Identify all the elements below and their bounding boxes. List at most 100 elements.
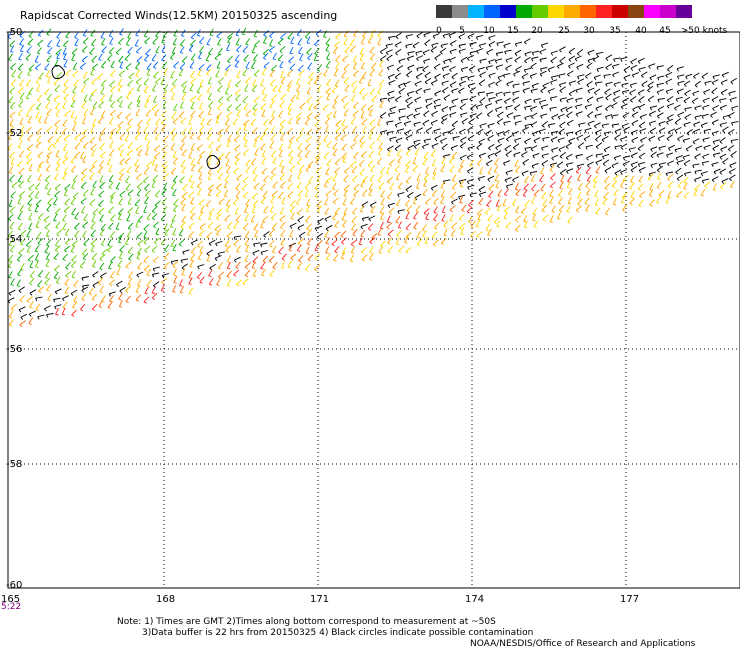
wind-barb [64, 198, 70, 205]
wind-barb-feather [621, 201, 625, 204]
wind-barb [595, 159, 603, 163]
wind-barb [62, 301, 68, 308]
wind-barb-feather [550, 52, 554, 56]
wind-barb [405, 199, 411, 206]
wind-barb-feather [179, 148, 183, 151]
wind-barb [710, 111, 717, 116]
wind-barb [594, 122, 601, 127]
wind-barb-feather [225, 210, 230, 213]
wind-barb-feather [568, 193, 572, 196]
wind-barb [485, 103, 493, 107]
wind-barb-feather [341, 124, 345, 127]
wind-barb-feather [351, 221, 355, 224]
wind-barb-feather [316, 141, 320, 144]
wind-barb-feather [110, 74, 114, 78]
wind-barb [74, 230, 80, 237]
wind-barb-feather [64, 194, 68, 197]
wind-barb-feather [235, 108, 239, 111]
wind-barb [110, 60, 115, 68]
wind-barb-feather [397, 187, 402, 190]
wind-barb-feather [217, 178, 222, 181]
wind-barb [404, 236, 409, 243]
wind-barb-feather [35, 67, 39, 71]
wind-barb-feather [504, 51, 507, 55]
wind-barb [55, 221, 61, 228]
wind-barb [376, 134, 382, 141]
wind-barb-feather [20, 50, 24, 53]
wind-barb-feather [125, 290, 129, 293]
wind-barb-feather [243, 108, 247, 111]
wind-barb-feather [236, 76, 240, 79]
wind-barb [467, 178, 474, 183]
wind-barb [297, 38, 303, 45]
wind-barb [541, 160, 549, 165]
wind-barb [575, 104, 583, 107]
wind-barb-feather [73, 196, 77, 200]
wind-barb [396, 230, 402, 236]
wind-barb-feather [279, 219, 283, 222]
wind-barb-feather [370, 58, 374, 61]
wind-barb-feather [297, 162, 301, 165]
wind-barb [541, 145, 549, 149]
wind-barb [25, 53, 32, 60]
wind-barb-feather [19, 300, 23, 303]
wind-barb [485, 65, 494, 68]
wind-barb [638, 96, 645, 101]
wind-barb [8, 319, 15, 326]
wind-barb [173, 61, 180, 67]
wind-barb-feather [585, 172, 589, 175]
wind-barb-feather [353, 68, 357, 70]
wind-barb-feather [711, 99, 715, 103]
wind-barb [306, 198, 311, 206]
wind-barb-feather [207, 226, 211, 229]
wind-barb-feather [125, 300, 129, 304]
wind-barb-feather [161, 165, 166, 168]
wind-barb [533, 137, 541, 142]
wind-barb-feather [10, 284, 14, 286]
wind-barb [119, 157, 125, 164]
wind-barb-feather [71, 59, 75, 62]
wind-barb-feather [442, 211, 446, 214]
wind-barb-feather [261, 162, 265, 165]
wind-barb [729, 181, 736, 187]
wind-barb [423, 88, 431, 91]
wind-barb [97, 72, 104, 79]
wind-barb [280, 32, 287, 39]
wind-barb [667, 190, 672, 198]
wind-barb-feather [281, 267, 285, 269]
wind-barb-feather [253, 275, 257, 277]
wind-barb [55, 245, 61, 251]
wind-barb-feather [341, 148, 345, 152]
wind-barb [551, 205, 556, 212]
wind-barb-feather [71, 116, 75, 119]
wind-barb-feather [423, 212, 427, 216]
wind-barb-feather [575, 99, 578, 103]
wind-barb-feather [244, 274, 248, 278]
wind-barb [245, 76, 252, 83]
wind-barb [631, 119, 639, 124]
wind-barb [551, 75, 559, 78]
wind-barb [70, 156, 76, 163]
wind-barb [701, 113, 709, 117]
wind-barb [280, 229, 286, 236]
wind-barb [560, 168, 567, 174]
wind-barb-feather [19, 324, 23, 328]
wind-barb-feather [587, 52, 590, 56]
wind-barb [44, 246, 50, 253]
wind-barb-feather [604, 170, 608, 174]
wind-barb [81, 248, 88, 255]
wind-barb [632, 72, 639, 76]
wind-barb [188, 287, 194, 294]
wind-barb [260, 242, 268, 245]
wind-barb [172, 260, 179, 267]
wind-barb-feather [290, 218, 294, 220]
wind-barb [137, 247, 143, 254]
wind-barb-feather [126, 154, 130, 157]
wind-barb [461, 66, 469, 70]
wind-barb [595, 153, 603, 156]
wind-barb [296, 197, 302, 204]
wind-barb-feather [137, 244, 141, 247]
wind-barb-feather [119, 194, 123, 198]
wind-barb [46, 284, 52, 291]
wind-barb [405, 185, 413, 190]
